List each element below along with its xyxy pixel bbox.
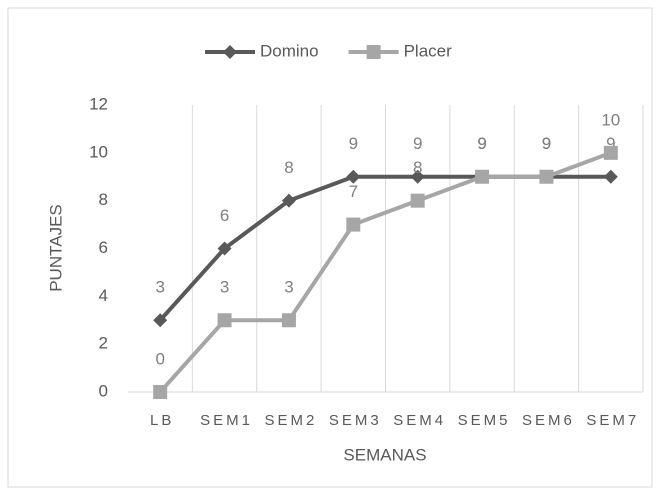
x-tick-label: SEM3 [329, 412, 382, 429]
marker [217, 313, 232, 328]
data-label: 9 [349, 134, 358, 153]
legend-label: Domino [260, 41, 319, 60]
x-tick-label: SEM2 [265, 412, 318, 429]
y-tick-label: 4 [99, 286, 108, 305]
data-label: 9 [542, 134, 551, 153]
line [158, 150, 612, 394]
legend-label: Placer [404, 41, 453, 60]
y-axis-title: PUNTAJES [46, 204, 65, 292]
data-label: 3 [284, 278, 293, 297]
marker [281, 313, 296, 328]
x-tick-label: SEM5 [458, 412, 511, 429]
data-label: 0 [155, 349, 164, 368]
data-label: 9 [477, 134, 486, 153]
marker [217, 241, 232, 256]
data-label: 9 [477, 134, 486, 153]
marker [539, 169, 554, 184]
y-tick-label: 10 [89, 142, 108, 161]
marker [281, 193, 296, 208]
data-label: 9 [542, 134, 551, 153]
x-tick-label: SEM6 [522, 412, 575, 429]
y-tick-label: 8 [99, 190, 108, 209]
data-label: 6 [220, 206, 229, 225]
marker [223, 45, 237, 59]
data-label: 8 [284, 158, 293, 177]
chart-border [7, 7, 653, 488]
x-tick-label: SEM1 [200, 412, 253, 429]
data-label: 7 [349, 182, 358, 201]
marker [410, 193, 425, 208]
data-label: 9 [413, 134, 422, 153]
marker [366, 45, 381, 59]
data-label: 10 [601, 110, 620, 129]
marker [153, 385, 168, 399]
y-tick-label: 0 [99, 381, 108, 400]
y-tick-label: 6 [99, 238, 108, 257]
marker [153, 313, 168, 328]
marker [475, 169, 490, 184]
x-tick-label: SEM7 [586, 412, 639, 429]
x-tick-label: SEM4 [393, 412, 446, 429]
data-label: 3 [220, 278, 229, 297]
marker [346, 217, 361, 232]
marker [346, 169, 361, 184]
data-label: 9 [606, 134, 615, 153]
data-label: 3 [155, 278, 164, 297]
x-tick-label: LB [150, 412, 174, 429]
y-tick-label: 2 [99, 334, 108, 353]
x-axis-title: SEMANAS [343, 445, 426, 464]
data-label: 8 [413, 158, 422, 177]
marker [603, 169, 618, 184]
y-tick-label: 12 [89, 94, 108, 113]
marker [603, 145, 618, 160]
marker [410, 169, 425, 184]
